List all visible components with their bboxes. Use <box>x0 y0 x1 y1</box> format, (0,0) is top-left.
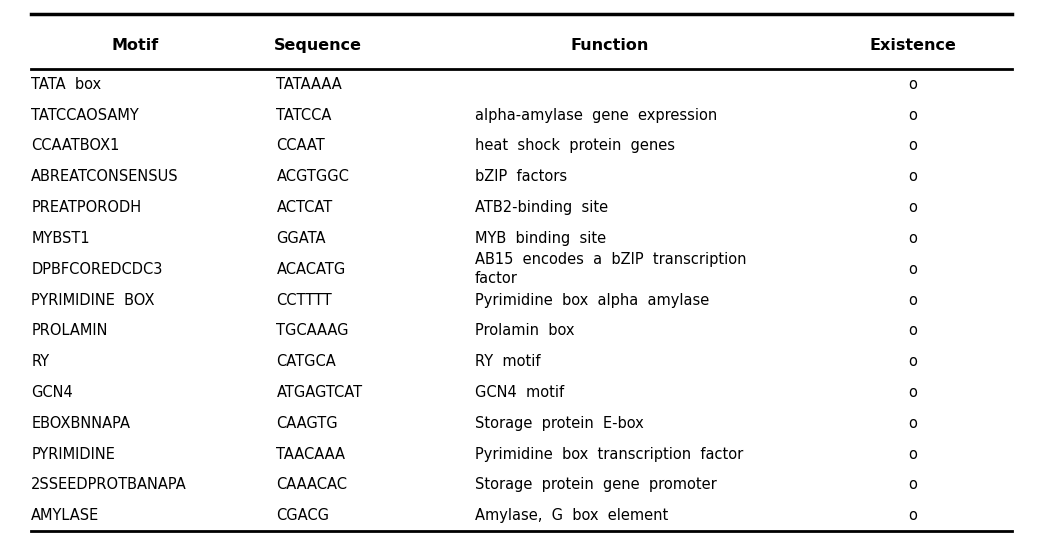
Text: TATCCAOSAMY: TATCCAOSAMY <box>31 108 139 123</box>
Text: Pyrimidine  box  transcription  factor: Pyrimidine box transcription factor <box>475 446 743 462</box>
Text: AMYLASE: AMYLASE <box>31 508 99 523</box>
Text: TAACAAA: TAACAAA <box>276 446 345 462</box>
Text: DPBFCOREDCDC3: DPBFCOREDCDC3 <box>31 262 163 277</box>
Text: o: o <box>908 200 917 215</box>
Text: CGACG: CGACG <box>276 508 330 523</box>
Text: o: o <box>908 508 917 523</box>
Text: o: o <box>908 108 917 123</box>
Text: o: o <box>908 477 917 493</box>
Text: ATGAGTCAT: ATGAGTCAT <box>276 385 363 400</box>
Text: ATB2-binding  site: ATB2-binding site <box>475 200 608 215</box>
Text: Motif: Motif <box>112 37 160 53</box>
Text: TATAAAA: TATAAAA <box>276 77 342 92</box>
Text: EBOXBNNAPA: EBOXBNNAPA <box>31 416 130 431</box>
Text: ACACATG: ACACATG <box>276 262 345 277</box>
Text: o: o <box>908 416 917 431</box>
Text: o: o <box>908 138 917 154</box>
Text: Pyrimidine  box  alpha  amylase: Pyrimidine box alpha amylase <box>475 293 709 307</box>
Text: o: o <box>908 77 917 92</box>
Text: alpha-amylase  gene  expression: alpha-amylase gene expression <box>475 108 717 123</box>
Text: ACGTGGC: ACGTGGC <box>276 169 349 184</box>
Text: GCN4  motif: GCN4 motif <box>475 385 563 400</box>
Text: o: o <box>908 169 917 184</box>
Text: CCAAT: CCAAT <box>276 138 325 154</box>
Text: bZIP  factors: bZIP factors <box>475 169 566 184</box>
Text: Amylase,  G  box  element: Amylase, G box element <box>475 508 668 523</box>
Text: PYRIMIDINE: PYRIMIDINE <box>31 446 115 462</box>
Text: Prolamin  box: Prolamin box <box>475 323 574 338</box>
Text: o: o <box>908 323 917 338</box>
Text: CCAATBOX1: CCAATBOX1 <box>31 138 120 154</box>
Text: CCTTTT: CCTTTT <box>276 293 332 307</box>
Text: 2SSEEDPROTBANAPA: 2SSEEDPROTBANAPA <box>31 477 187 493</box>
Text: CAAACAC: CAAACAC <box>276 477 347 493</box>
Text: Storage  protein  E-box: Storage protein E-box <box>475 416 644 431</box>
Text: o: o <box>908 231 917 246</box>
Text: o: o <box>908 354 917 369</box>
Text: Sequence: Sequence <box>274 37 362 53</box>
Text: CATGCA: CATGCA <box>276 354 336 369</box>
Text: o: o <box>908 385 917 400</box>
Text: PREATPORODH: PREATPORODH <box>31 200 142 215</box>
Text: MYB  binding  site: MYB binding site <box>475 231 606 246</box>
Text: GCN4: GCN4 <box>31 385 73 400</box>
Text: ABREATCONSENSUS: ABREATCONSENSUS <box>31 169 179 184</box>
Text: TATCCA: TATCCA <box>276 108 332 123</box>
Text: PYRIMIDINE  BOX: PYRIMIDINE BOX <box>31 293 154 307</box>
Text: o: o <box>908 293 917 307</box>
Text: RY  motif: RY motif <box>475 354 540 369</box>
Text: TATA  box: TATA box <box>31 77 101 92</box>
Text: Existence: Existence <box>869 37 956 53</box>
Text: PROLAMIN: PROLAMIN <box>31 323 107 338</box>
Text: heat  shock  protein  genes: heat shock protein genes <box>475 138 675 154</box>
Text: o: o <box>908 262 917 277</box>
Text: GGATA: GGATA <box>276 231 325 246</box>
Text: factor: factor <box>475 271 517 286</box>
Text: o: o <box>908 446 917 462</box>
Text: Function: Function <box>571 37 650 53</box>
Text: Storage  protein  gene  promoter: Storage protein gene promoter <box>475 477 717 493</box>
Text: ACTCAT: ACTCAT <box>276 200 333 215</box>
Text: RY: RY <box>31 354 49 369</box>
Text: AB15  encodes  a  bZIP  transcription: AB15 encodes a bZIP transcription <box>475 252 746 268</box>
Text: CAAGTG: CAAGTG <box>276 416 338 431</box>
Text: MYBST1: MYBST1 <box>31 231 90 246</box>
Text: TGCAAAG: TGCAAAG <box>276 323 349 338</box>
